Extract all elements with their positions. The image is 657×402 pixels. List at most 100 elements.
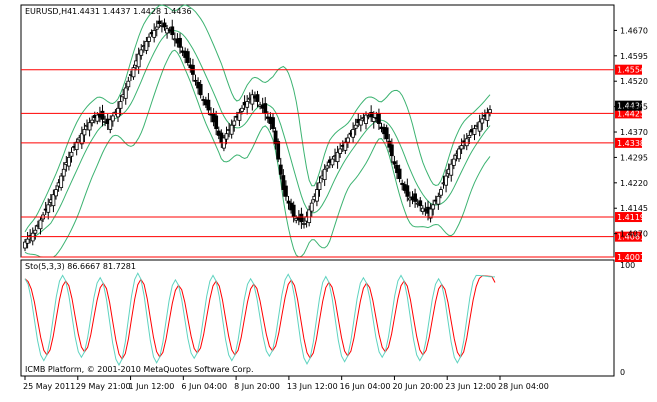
candle-body <box>377 113 381 124</box>
candle-body <box>79 133 84 145</box>
candle-body <box>273 130 278 145</box>
candle-body <box>353 124 358 129</box>
candle-body <box>397 168 402 179</box>
candle-body <box>428 208 433 219</box>
candle-body <box>276 141 281 160</box>
candle-body <box>87 122 92 131</box>
candle-body <box>193 79 198 82</box>
candle-body <box>157 20 162 25</box>
candle-body <box>286 200 291 204</box>
price-tick-label: 1.4295 <box>620 153 648 162</box>
candle-body <box>488 109 492 114</box>
stoch-scale-bottom: 0 <box>620 368 625 377</box>
price-tick-label: 1.4445 <box>620 103 648 112</box>
level-tag-label: 1.4425 <box>617 109 645 118</box>
level-tag-label: 1.4554 <box>617 66 645 75</box>
time-tick-label: 28 Jun 04:00 <box>498 382 549 391</box>
candle-body <box>224 133 229 140</box>
level-tag <box>615 137 642 148</box>
time-axis: 25 May 2011 29 May 21:001 Jun 12:00 6 Jun … <box>23 376 549 391</box>
time-tick-label: 25 May 2011 <box>23 382 75 391</box>
candle-body <box>389 144 394 157</box>
level-tag <box>615 64 642 75</box>
candle-body <box>25 238 30 244</box>
level-tag <box>615 231 642 242</box>
candle-body <box>23 241 27 249</box>
candle-body <box>464 138 469 147</box>
stochastic-lines <box>24 272 496 367</box>
time-tick-label: 6 Jun 04:00 <box>181 382 227 391</box>
level-tag-label: 1.4338 <box>617 139 645 148</box>
stoch-main-line <box>24 272 496 367</box>
candle-body <box>245 101 250 108</box>
candle-body <box>325 165 330 169</box>
candle-body <box>480 118 485 124</box>
candle-body <box>144 41 149 51</box>
candle-body <box>69 151 74 157</box>
candle-body <box>351 129 355 138</box>
time-tick-label: 1 Jun 12:00 <box>129 382 175 391</box>
time-tick-label: 20 Jun 20:00 <box>392 382 443 391</box>
candle-body <box>330 158 335 166</box>
candle-body <box>74 141 79 151</box>
candle-body <box>299 213 304 223</box>
candle-body <box>123 87 128 99</box>
candle-body <box>387 140 392 148</box>
candle-body <box>439 189 443 196</box>
candle-body <box>237 112 242 121</box>
candle-body <box>33 229 38 234</box>
time-tick-label: 8 Jun 20:00 <box>234 382 280 391</box>
symbol-label: EURUSD,H4 <box>25 7 72 16</box>
candle-body <box>457 148 461 160</box>
time-tick-label: 29 May 21:00 <box>76 382 131 391</box>
candle-body <box>108 119 113 130</box>
candle-body <box>413 193 417 202</box>
candle-body <box>302 223 306 225</box>
candle-body <box>485 112 490 121</box>
level-tag <box>615 252 642 262</box>
candle-body <box>59 175 64 188</box>
time-tick-label: 16 Jun 04:00 <box>340 382 391 391</box>
candle-body <box>436 195 441 205</box>
candle-body <box>315 189 319 202</box>
candle-body <box>281 175 286 190</box>
candle-body <box>392 161 397 165</box>
candle-body <box>67 157 71 167</box>
candle-body <box>364 114 368 124</box>
copyright-credit: ICMB Platform, © 2001-2010 MetaQuotes So… <box>25 365 254 374</box>
ohlc-readout: 1.4431 1.4437 1.4428 1.4436 <box>72 7 192 16</box>
bollinger-lower-band <box>24 49 491 258</box>
candlestick-series <box>23 15 492 252</box>
candle-body <box>110 115 115 122</box>
candle-body <box>232 120 237 126</box>
candle-body <box>459 145 464 150</box>
candle-body <box>198 84 203 96</box>
stoch-scale-top: 100 <box>620 261 635 270</box>
candle-body <box>100 110 105 120</box>
candle-body <box>346 137 350 143</box>
candle-body <box>229 124 234 135</box>
candle-body <box>307 209 312 224</box>
candle-body <box>444 175 448 186</box>
candle-body <box>240 107 244 112</box>
price-axis: 1.4670 1.4595 1.4520 1.4445 1.4370 1.4295 1.42… <box>614 26 648 239</box>
candle-body <box>400 182 405 185</box>
candle-body <box>170 26 175 36</box>
time-tick-label: 13 Jun 12:00 <box>287 382 338 391</box>
candle-body <box>284 185 288 197</box>
candle-body <box>61 168 66 177</box>
candle-body <box>139 49 144 56</box>
candle-body <box>431 204 436 210</box>
candle-body <box>136 53 141 68</box>
candle-body <box>291 204 296 218</box>
price-tick-label: 1.4670 <box>620 26 648 35</box>
candle-body <box>38 219 43 230</box>
price-tick-label: 1.4145 <box>620 204 648 213</box>
candle-body <box>90 119 95 124</box>
candle-body <box>131 67 136 78</box>
candle-body <box>250 94 255 105</box>
candle-body <box>51 194 56 207</box>
candle-body <box>126 80 131 88</box>
candle-body <box>477 121 482 132</box>
